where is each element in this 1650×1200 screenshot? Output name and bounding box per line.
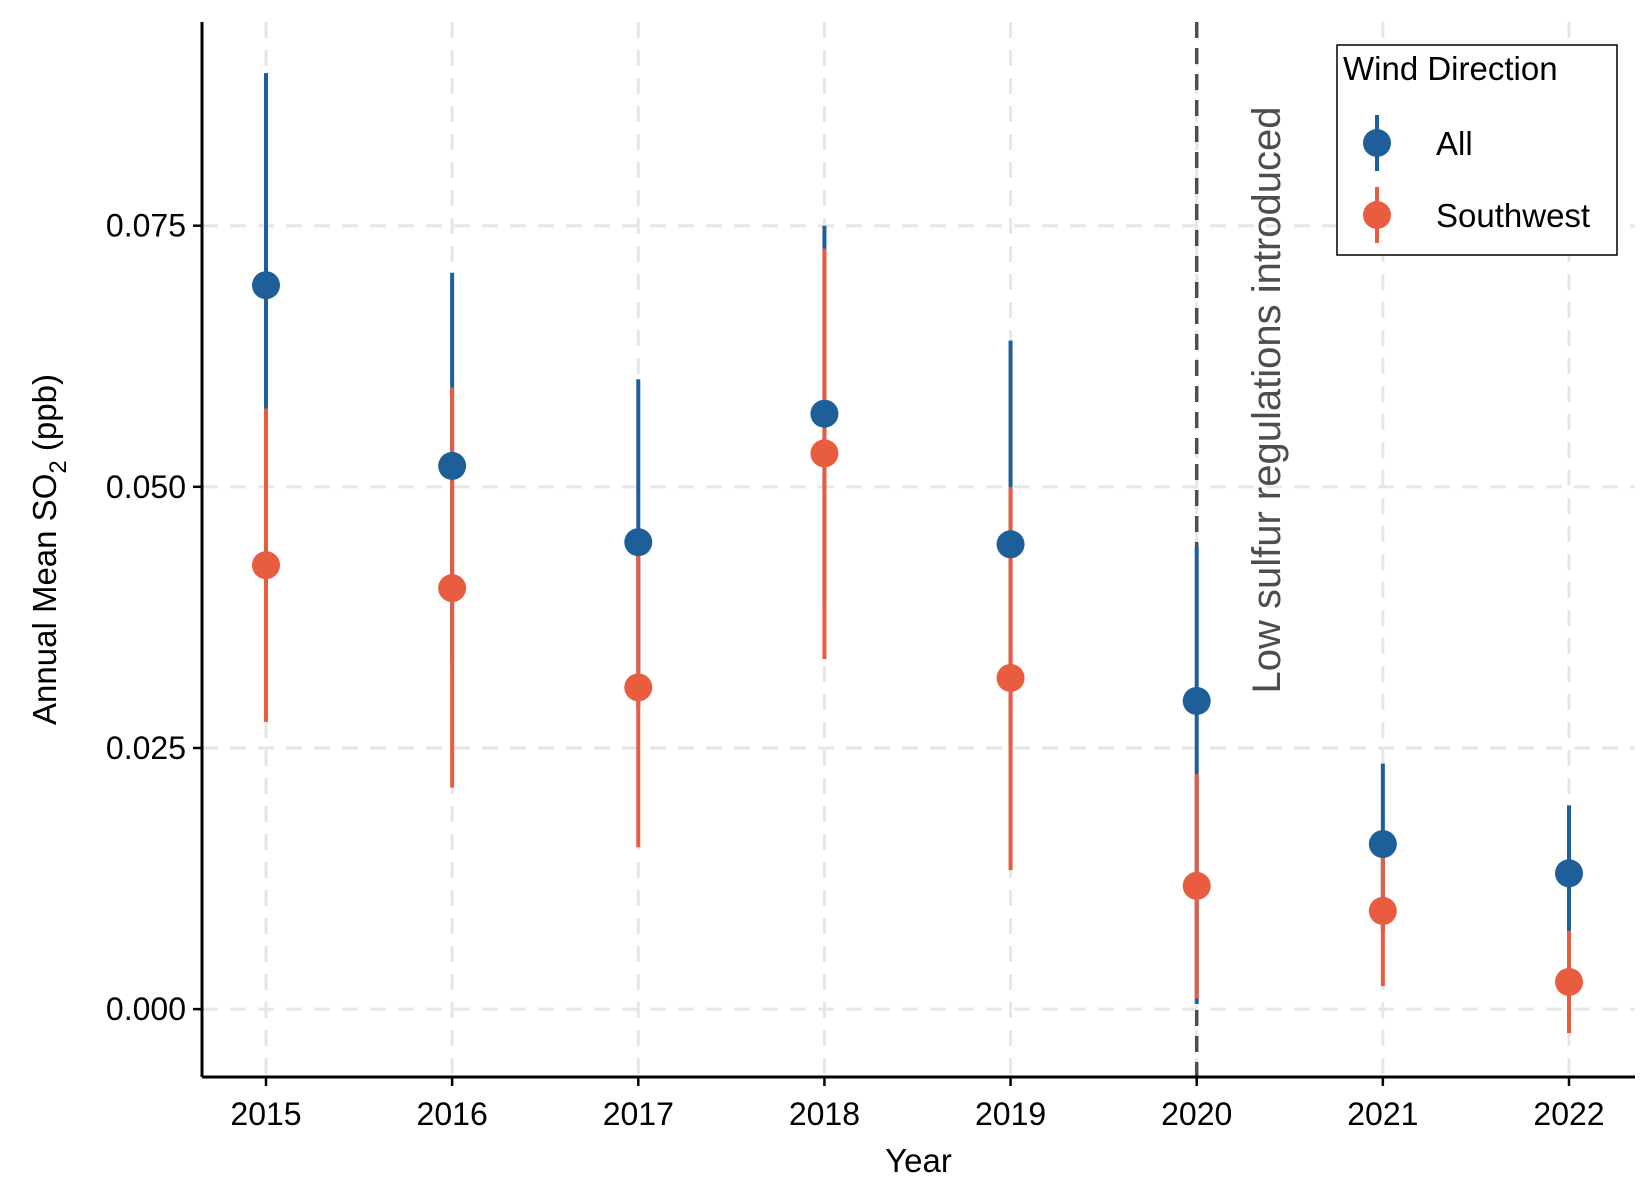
legend-label-all: All — [1436, 125, 1473, 162]
y-tick-label: 0.000 — [106, 991, 186, 1027]
legend-item-southwest: Southwest — [1363, 187, 1590, 243]
point-all-2020 — [1182, 686, 1211, 715]
legend-title: Wind Direction — [1343, 50, 1558, 87]
x-tick-label: 2022 — [1533, 1096, 1604, 1132]
point-all-2021 — [1368, 830, 1397, 859]
legend-label-southwest: Southwest — [1436, 197, 1590, 234]
y-axis-title-prefix: Annual Mean SO — [26, 474, 63, 725]
point-southwest-2020 — [1182, 871, 1211, 900]
point-southwest-2016 — [438, 574, 467, 603]
y-axis-title-subscript: 2 — [45, 460, 72, 473]
point-southwest-2022 — [1555, 967, 1583, 996]
points-southwest — [252, 439, 1583, 996]
x-tick-label: 2018 — [789, 1096, 860, 1132]
y-tick-label: 0.025 — [106, 730, 186, 766]
legend-items: All Southwest — [1363, 115, 1590, 243]
x-tick-label: 2016 — [417, 1096, 488, 1132]
point-southwest-2018 — [810, 439, 839, 468]
x-tick-label: 2021 — [1347, 1096, 1418, 1132]
x-tick-label: 2020 — [1161, 1096, 1232, 1132]
legend-item-all: All — [1363, 115, 1473, 171]
y-tick-label: 0.075 — [106, 208, 186, 244]
tick-labels: 0.000 0.025 0.050 0.075 2015 2016 2017 2018 2019… — [106, 208, 1605, 1132]
point-southwest-2017 — [624, 673, 653, 702]
regulation-label: Low sulfur regulations introduced — [1245, 106, 1289, 693]
point-all-2017 — [624, 528, 653, 557]
axes — [200, 22, 1635, 1079]
points-all — [252, 271, 1583, 888]
y-tick-label: 0.050 — [106, 469, 186, 505]
point-all-2022 — [1555, 859, 1583, 888]
x-tick-label: 2015 — [230, 1096, 301, 1132]
point-southwest-2021 — [1368, 896, 1397, 925]
point-southwest-2015 — [252, 551, 280, 580]
legend: Wind Direction All Southwest — [1336, 44, 1618, 256]
legend-key-point-southwest — [1363, 201, 1391, 229]
point-southwest-2019 — [996, 663, 1025, 692]
series-layer — [252, 73, 1583, 1034]
x-tick-label: 2019 — [975, 1096, 1046, 1132]
y-axis-title-suffix: (ppb) — [26, 374, 63, 460]
x-tick-label: 2017 — [603, 1096, 674, 1132]
legend-key-point-all — [1363, 129, 1391, 157]
x-axis-title: Year — [885, 1142, 952, 1179]
y-axis-title: Annual Mean SO2 (ppb) — [26, 374, 72, 725]
point-all-2019 — [996, 530, 1025, 559]
point-all-2015 — [252, 271, 280, 300]
point-all-2016 — [438, 451, 467, 480]
point-all-2018 — [810, 399, 839, 428]
